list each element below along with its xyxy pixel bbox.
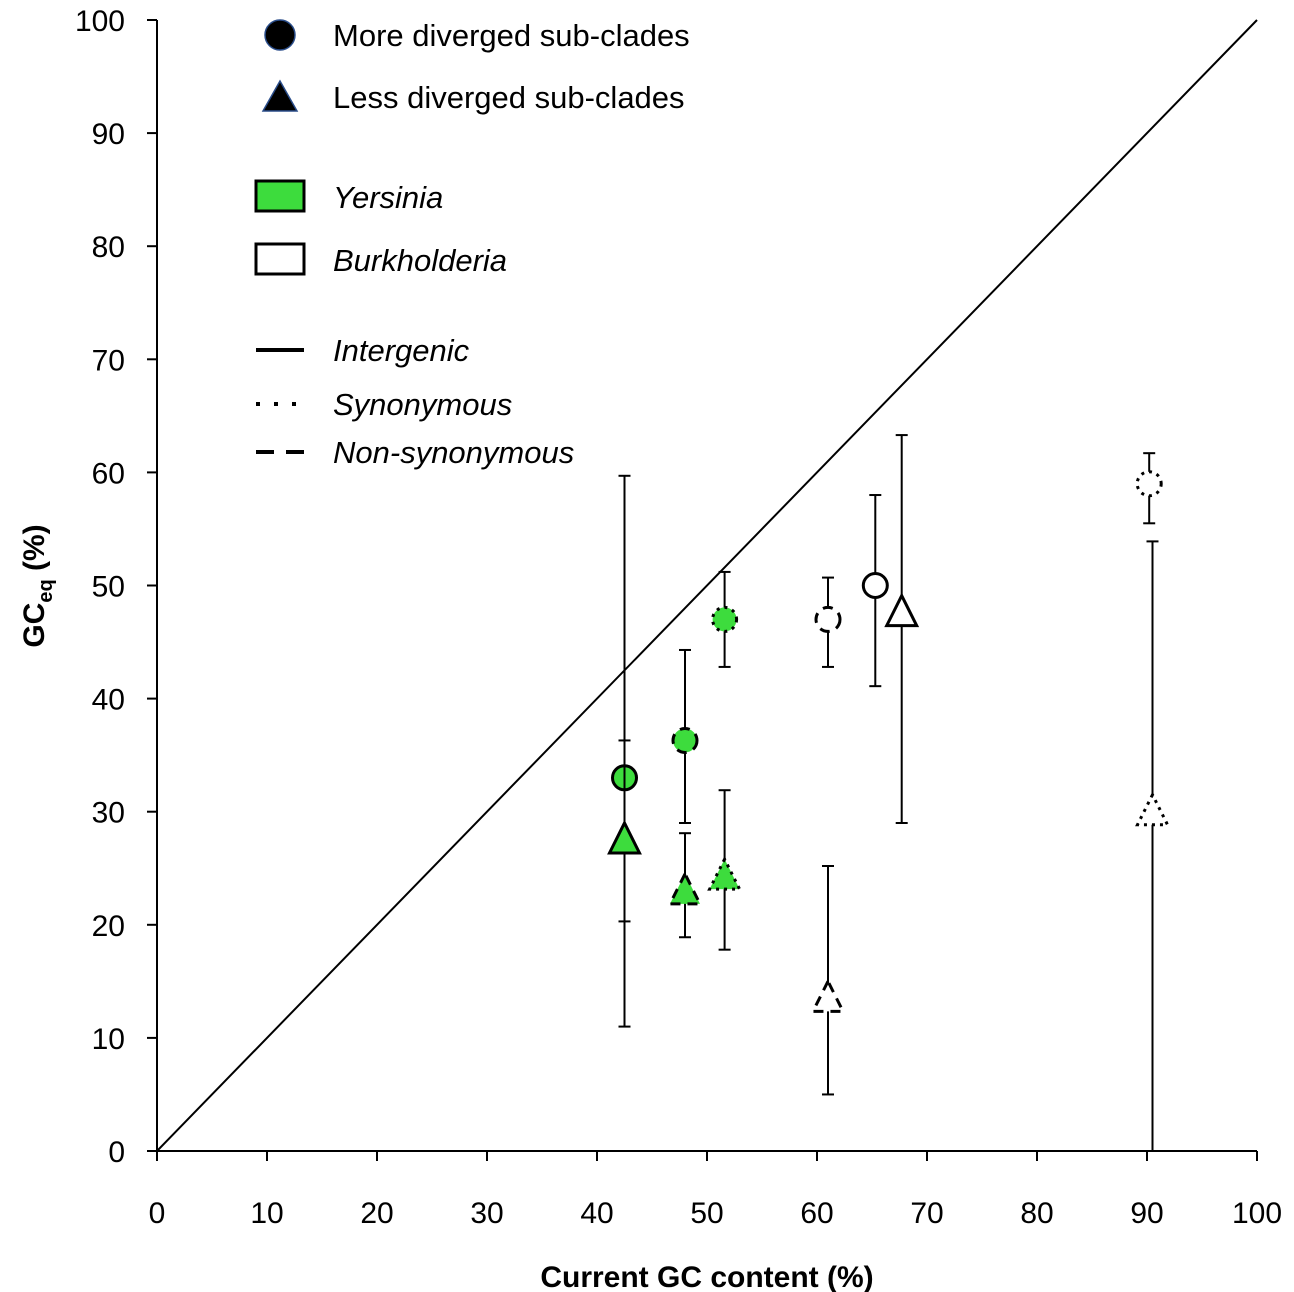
data-point-group — [711, 570, 739, 668]
data-point-group — [707, 789, 743, 951]
legend-swatch — [254, 179, 306, 213]
x-axis-title: Current GC content (%) — [540, 1261, 873, 1292]
reference-line-layer — [156, 19, 1258, 1152]
y-tick-label: 20 — [92, 910, 125, 943]
data-point-group — [607, 474, 642, 1028]
y-tick-label: 10 — [92, 1023, 125, 1056]
legend-triangle-marker — [261, 79, 299, 112]
legend-label: Synonymous — [333, 387, 512, 422]
x-tick-label: 40 — [580, 1197, 613, 1230]
x-tick-label: 70 — [910, 1197, 943, 1230]
data-point-group — [884, 434, 920, 825]
data-point-group — [1135, 452, 1163, 525]
triangle-marker — [607, 819, 642, 855]
triangle-marker — [1135, 791, 1170, 827]
data-points-layer — [607, 434, 1170, 1152]
legend-label: Yersinia — [333, 180, 443, 215]
y-tick-label: 50 — [92, 571, 125, 604]
y-axis-title-sub: eq — [35, 579, 57, 602]
x-tick-label: 20 — [360, 1197, 393, 1230]
legend-label: More diverged sub-clades — [333, 18, 690, 53]
x-tick-label: 90 — [1130, 1197, 1163, 1230]
x-tick-label: 10 — [250, 1197, 283, 1230]
y-tick-label: 80 — [92, 231, 125, 264]
legend-label: Burkholderia — [333, 243, 507, 278]
triangle-marker — [884, 592, 920, 628]
y-tick-label: 70 — [92, 344, 125, 377]
y-tick-label: 0 — [108, 1136, 125, 1169]
y-axis-title-main: GC — [18, 603, 51, 648]
circle-marker — [711, 605, 739, 633]
x-tick-label: 0 — [149, 1197, 166, 1230]
data-point-group — [671, 648, 699, 825]
x-tick-label: 60 — [800, 1197, 833, 1230]
legend-swatch — [254, 242, 306, 276]
x-tick-label: 30 — [470, 1197, 503, 1230]
legend-label: Less diverged sub-clades — [333, 80, 685, 115]
y-tick-label: 90 — [92, 118, 125, 151]
x-tick-label: 50 — [690, 1197, 723, 1230]
x-tick-label: 80 — [1020, 1197, 1053, 1230]
triangle-marker — [707, 855, 743, 891]
data-point-group — [861, 494, 889, 688]
y-tick-label: 30 — [92, 797, 125, 830]
axes: 0 10 20 30 40 50 60 70 80 90 100 0 10 20 30 40 50 60 70 80 9… — [75, 5, 1282, 1230]
data-point-group — [814, 576, 842, 668]
y-tick-label: 40 — [92, 684, 125, 717]
y-tick-label: 100 — [75, 5, 125, 38]
data-point-group — [1135, 540, 1170, 1152]
legend-label: Non-synonymous — [333, 435, 574, 470]
circle-marker — [1135, 470, 1163, 498]
x-tick-label: 100 — [1232, 1197, 1282, 1230]
circle-marker — [671, 726, 699, 754]
y-axis-title-unit: (%) — [18, 524, 51, 579]
y-axis-title: GCeq (%) — [18, 524, 57, 647]
triangle-marker — [667, 870, 703, 906]
diagonal-reference-line — [156, 19, 1258, 1152]
circle-marker — [814, 605, 842, 633]
circle-marker — [861, 572, 889, 599]
y-tick-label: 60 — [92, 457, 125, 490]
data-point-group — [667, 832, 703, 939]
legend-label: Intergenic — [333, 333, 470, 368]
legend: More diverged sub-clades Less diverged su… — [254, 18, 690, 470]
data-point-group — [810, 864, 846, 1096]
legend-circle-marker — [264, 19, 296, 51]
triangle-marker — [810, 977, 846, 1013]
